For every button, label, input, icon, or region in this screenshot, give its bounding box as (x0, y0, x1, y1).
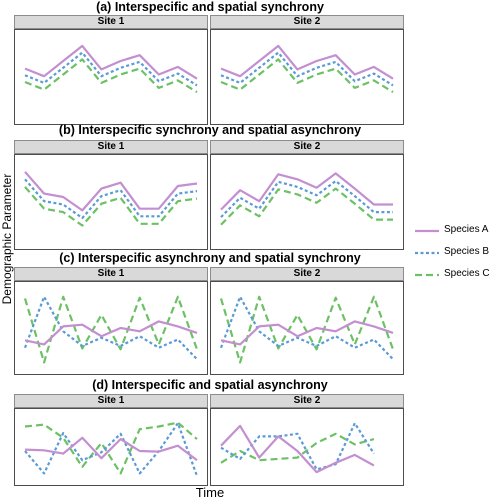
strip-c-site2: Site 2 (210, 267, 404, 281)
series-line-species-b (24, 422, 199, 477)
series-line-species-b (23, 295, 198, 360)
row-title-c: (c) Interspecific asynchrony and spatial… (59, 251, 361, 265)
row-title-b: (b) Interspecific synchrony and spatial … (58, 123, 362, 137)
panel-d-site1 (14, 408, 208, 486)
series-line-species-c (24, 58, 198, 94)
legend-item-species-c: Species C (414, 266, 491, 288)
legend-item-species-b: Species B (414, 244, 491, 266)
strip-a-site1: Site 1 (14, 15, 208, 29)
series-line-species-b (24, 178, 198, 220)
legend-label-species-a: Species A (444, 224, 489, 235)
series-line-species-b (220, 179, 393, 218)
series-line-species-a (24, 436, 198, 462)
series-line-species-c (24, 421, 198, 475)
panel-c-site2 (210, 281, 404, 375)
series-line-species-a (24, 44, 198, 80)
series-line-species-c (220, 187, 393, 226)
legend-label-species-b: Species B (444, 246, 490, 257)
strip-d-site2: Site 2 (210, 394, 404, 408)
series-line-species-b (220, 422, 375, 471)
panel-plot-area (24, 421, 199, 477)
legend: Species A Species B Species C (414, 222, 491, 288)
legend-key-species-b (415, 251, 439, 255)
panel-plot-area (220, 44, 394, 94)
panel-plot-area (24, 44, 198, 94)
panel-b-site2 (210, 154, 404, 250)
series-line-species-a (220, 424, 375, 474)
series-line-species-b (24, 51, 198, 87)
strip-b-site1: Site 1 (14, 140, 208, 154)
legend-item-species-a: Species A (414, 222, 491, 244)
series-line-species-b (219, 295, 394, 360)
series-line-species-a (220, 172, 393, 211)
row-title-d: (d) Interspecific and spatial asynchrony (92, 378, 328, 392)
strip-b-site2: Site 2 (210, 140, 404, 154)
panel-d-site2 (210, 408, 404, 486)
panel-plot-area (219, 295, 395, 364)
panel-c-site1 (14, 281, 208, 375)
series-line-species-a (220, 320, 394, 346)
panel-a-site1 (14, 29, 208, 125)
series-line-species-a (24, 171, 198, 212)
legend-key-species-c (415, 273, 439, 277)
x-axis-label: Time (195, 485, 225, 500)
series-line-species-c (220, 432, 375, 464)
series-line-species-c (24, 186, 198, 227)
row-title-a: (a) Interspecific and spatial synchrony (96, 0, 324, 14)
panel-plot-area (220, 422, 375, 474)
series-line-species-b (220, 51, 394, 87)
series-line-species-c (220, 58, 394, 94)
panel-b-site1 (14, 154, 208, 250)
panel-plot-area (23, 295, 199, 364)
y-axis-label: Demographic Parameter (0, 173, 14, 305)
strip-a-site2: Site 2 (210, 15, 404, 29)
panel-plot-area (24, 171, 198, 227)
strip-c-site1: Site 1 (14, 267, 208, 281)
legend-label-species-c: Species C (444, 268, 490, 279)
series-line-species-a (220, 44, 394, 80)
strip-d-site1: Site 1 (14, 394, 208, 408)
legend-key-species-a (415, 229, 439, 233)
series-line-species-a (24, 320, 198, 346)
panel-a-site2 (210, 29, 404, 125)
panel-plot-area (220, 172, 393, 226)
